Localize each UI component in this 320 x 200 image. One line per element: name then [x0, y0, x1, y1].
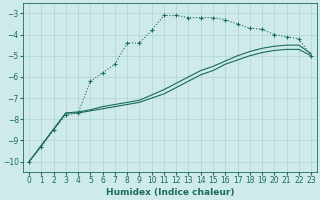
- X-axis label: Humidex (Indice chaleur): Humidex (Indice chaleur): [106, 188, 234, 197]
